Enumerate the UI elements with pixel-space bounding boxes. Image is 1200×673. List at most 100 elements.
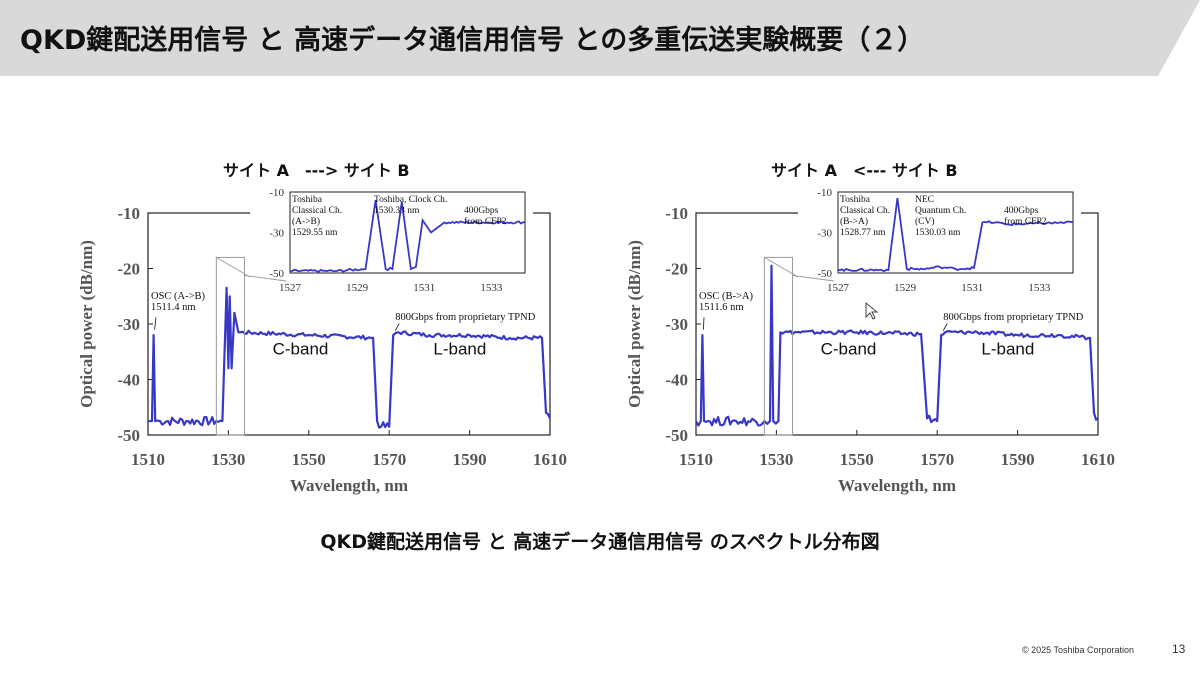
inset-y-tick-label: -30 [269,228,284,240]
zoom-region-box [763,256,793,436]
l-band-label: L-band [433,340,486,359]
tpnd-label: 800Gbps from proprietary TPND [395,312,535,323]
title-banner: QKD鍵配送用信号 と 高速データ通信用信号 との多重伝送実験概要（２） [0,0,1200,76]
x-tick-label: 1530 [759,450,793,469]
inset-ch1-label: Toshiba [292,195,323,205]
osc-wavelength-label: 1511.6 nm [699,302,744,313]
inset-y-tick-label: -10 [817,187,832,199]
inset-ch1-label: Classical Ch. [840,206,890,216]
spectrum-svg: -10 -20 -30 -40 -50 1510 1530 1550 1570 1590 1610 W… [77,186,567,495]
inset-ch2-label: 1530.33 nm [374,206,420,216]
spectrum-trace [695,264,1099,427]
page-title: QKD鍵配送用信号 と 高速データ通信用信号 との多重伝送実験概要（２） [20,25,925,56]
tpnd-arrow [394,323,400,331]
y-tick-label: -10 [665,204,688,223]
copyright-text: © 2025 Toshiba Corporation [1022,645,1135,655]
spectrum-svg: -10 -20 -30 -40 -50 1510 1530 1550 1570 1590 1610 W… [625,186,1115,495]
inset-frame [837,191,1074,274]
x-axis-label: Wavelength, nm [290,476,408,495]
x-tick-label: 1550 [292,450,326,469]
page-number: 13 [1172,642,1186,656]
x-tick-label: 1590 [453,450,487,469]
osc-label: OSC (A->B) [151,291,206,302]
inset-x-tick-label: 1527 [827,282,850,294]
inset-ch2-label: Toshiba, Clock Ch. [374,195,447,205]
banner-background [0,0,1200,76]
zoom-connector-left [764,257,799,278]
osc-wavelength-label: 1511.4 nm [151,302,196,313]
inset-background [250,186,533,297]
banner-shape [0,0,1200,76]
spectrum-chart-a-to-b: -10 -20 -30 -40 -50 1510 1530 1550 1570 1590 1610 W… [70,185,590,509]
osc-arrow [703,317,705,330]
y-axis-label: Optical power (dB/nm) [77,240,96,408]
inset-y-tick-label: -10 [269,187,284,199]
inset-x-tick-label: 1529 [346,282,369,294]
inset-ch1-label: 1529.55 nm [292,228,338,238]
x-tick-label: 1570 [372,450,406,469]
c-band-label: C-band [273,340,329,359]
inset-x-tick-label: 1529 [894,282,917,294]
inset-background [798,186,1081,297]
inset-trace [289,199,526,274]
osc-label: OSC (B->A) [699,291,754,302]
inset-ch3-label: 400Gbps [464,206,499,216]
osc-arrow [154,317,157,330]
y-tick-label: -30 [117,315,140,334]
y-tick-label: -40 [665,371,688,390]
spectrum-trace [147,286,552,429]
inset-y-tick-label: -50 [817,268,832,280]
c-band-label: C-band [821,340,877,359]
inset-y-tick-label: -30 [817,228,832,240]
inset-ch2-label: NEC [915,195,934,205]
inset-x-tick-label: 1533 [1028,282,1051,294]
x-tick-label: 1510 [131,450,165,469]
y-tick-label: -20 [665,260,688,279]
y-tick-label: -10 [117,204,140,223]
zoom-connector-right [244,274,287,282]
inset-x-tick-label: 1531 [413,282,435,294]
y-tick-label: -50 [117,426,140,445]
inset-ch3-label: 400Gbps [1004,206,1039,216]
x-axis-label: Wavelength, nm [838,476,956,495]
inset-ch2-label: Quantum Ch. [915,206,966,216]
x-tick-label: 1610 [533,450,567,469]
x-tick-label: 1570 [920,450,954,469]
x-tick-label: 1610 [1081,450,1115,469]
y-tick-label: -20 [117,260,140,279]
inset-trace [837,197,1074,273]
inset-ch3-label: from CFP2 [1004,216,1047,227]
inset-ch1-label: Classical Ch. [292,206,342,216]
zoom-region-box [215,256,245,436]
tpnd-arrow [942,323,948,331]
mouse-cursor-icon [865,301,879,320]
inset-x-tick-label: 1527 [279,282,302,294]
zoom-connector-right [792,274,835,282]
tpnd-label: 800Gbps from proprietary TPND [943,312,1083,323]
y-tick-label: -50 [665,426,688,445]
inset-frame [289,191,526,274]
direction-label-left: サイト A ---> サイト B [223,161,410,180]
direction-label-right: サイト A <--- サイト B [771,161,958,180]
x-tick-label: 1550 [840,450,874,469]
y-tick-label: -30 [665,315,688,334]
x-tick-label: 1510 [679,450,713,469]
inset-ch1-label: 1528.77 nm [840,228,886,238]
inset-ch1-label: (B->A) [840,216,868,227]
y-axis-label: Optical power (dB/nm) [625,240,644,408]
x-tick-label: 1590 [1001,450,1035,469]
inset-ch1-label: Toshiba [840,195,871,205]
inset-ch2-label: (CV) [915,216,935,227]
figure-caption: QKD鍵配送用信号 と 高速データ通信用信号 のスペクトル分布図 [320,531,880,553]
inset-y-tick-label: -50 [269,268,284,280]
l-band-label: L-band [981,340,1034,359]
zoom-connector-left [216,257,251,278]
spectrum-chart-b-to-a: -10 -20 -30 -40 -50 1510 1530 1550 1570 1590 1610 W… [618,185,1138,509]
inset-ch1-label: (A->B) [292,216,320,227]
inset-x-tick-label: 1533 [480,282,503,294]
y-tick-label: -40 [117,371,140,390]
inset-ch2-label: 1530.03 nm [915,228,961,238]
x-tick-label: 1530 [211,450,245,469]
inset-ch3-label: from CFP2 [464,216,507,227]
inset-x-tick-label: 1531 [961,282,983,294]
